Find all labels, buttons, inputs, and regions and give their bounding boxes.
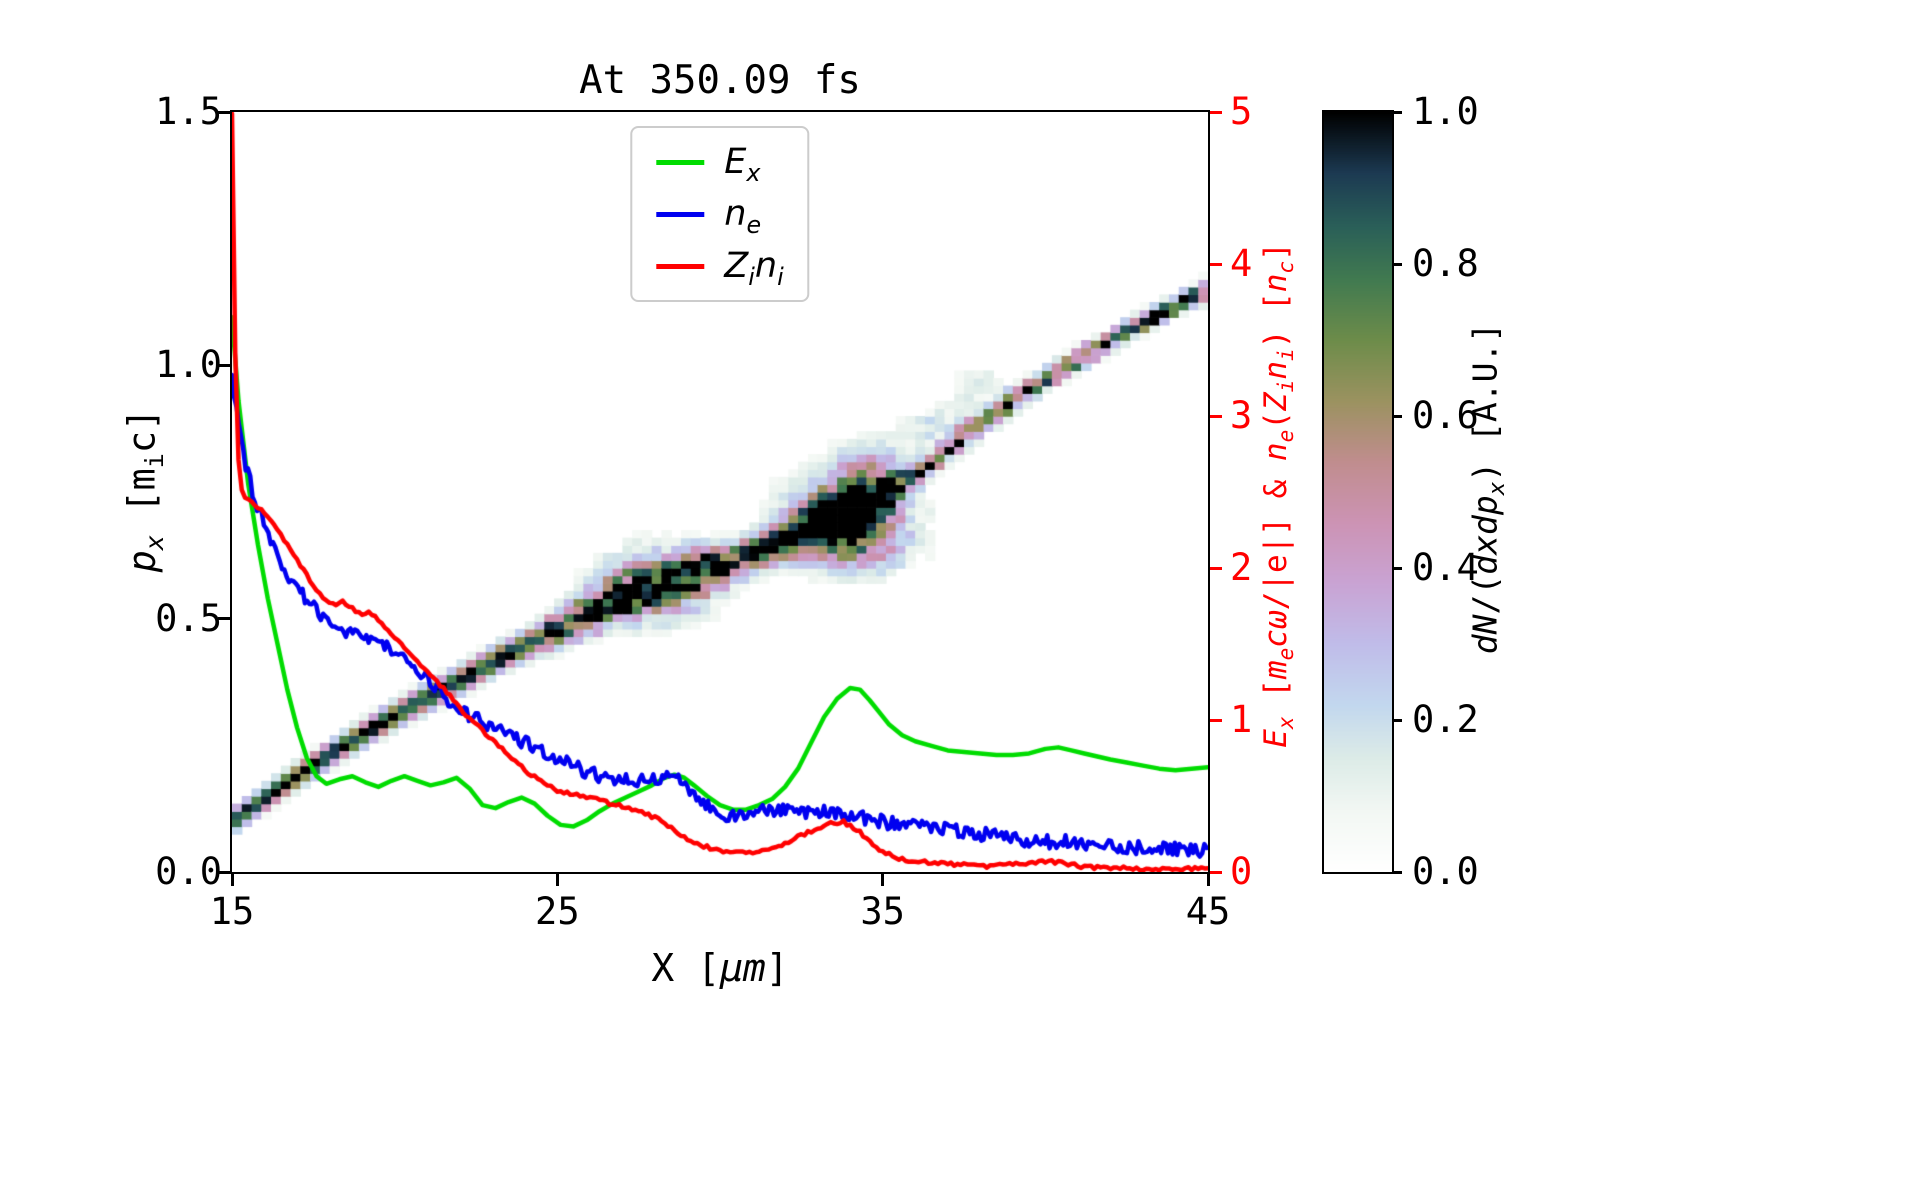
x-tick-label: 35 <box>860 890 905 933</box>
chart-title: At 350.09 fs <box>579 58 861 103</box>
y-axis-right-label: Ex [mecω/|e|] & ne(Zini) [nc] <box>1258 242 1299 748</box>
y-right-tick-label: 3 <box>1230 394 1253 437</box>
y-right-tick-mark <box>1210 718 1222 722</box>
y-right-tick-label: 2 <box>1230 546 1253 589</box>
y-right-tick-mark <box>1210 870 1222 874</box>
colorbar-tick-mark <box>1392 870 1402 874</box>
plot-area: Ex ne Zini <box>230 110 1210 874</box>
legend-label-zini: Zini <box>724 246 784 291</box>
y-right-tick-mark <box>1210 110 1222 114</box>
x-tick-label: 45 <box>1185 890 1231 933</box>
x-tick-mark <box>881 874 885 886</box>
colorbar-tick-label: 0.2 <box>1412 698 1479 741</box>
legend-label-ex: Ex <box>724 142 761 187</box>
y-right-tick-label: 1 <box>1230 698 1253 741</box>
y-left-tick-mark <box>218 110 230 114</box>
legend: Ex ne Zini <box>630 126 810 302</box>
y-left-tick-label: 0.5 <box>155 596 222 640</box>
y-right-tick-mark <box>1210 414 1222 418</box>
legend-entry-ex: Ex <box>656 142 783 187</box>
colorbar <box>1322 110 1394 874</box>
x-tick-label: 25 <box>535 890 580 933</box>
x-tick-label: 15 <box>209 890 255 933</box>
colorbar-tick-mark <box>1392 110 1402 114</box>
y-right-tick-label: 0 <box>1230 850 1253 893</box>
y-right-tick-label: 5 <box>1230 90 1253 133</box>
colorbar-tick-mark <box>1392 262 1402 266</box>
x-tick-mark <box>555 874 559 886</box>
colorbar-tick-label: 0.4 <box>1412 546 1479 589</box>
legend-entry-zini: Zini <box>656 246 784 291</box>
x-tick-mark <box>1206 874 1210 886</box>
y-left-tick-label: 1.5 <box>155 90 222 133</box>
colorbar-tick-mark <box>1392 414 1402 418</box>
colorbar-gradient-canvas <box>1324 112 1392 872</box>
y-left-tick-label: 1.0 <box>155 343 222 387</box>
colorbar-tick-label: 0.6 <box>1412 394 1479 437</box>
y-right-tick-mark <box>1210 566 1222 570</box>
x-tick-mark <box>230 874 234 886</box>
y-right-tick-label: 4 <box>1230 242 1253 285</box>
legend-line-swatch-zini <box>656 263 705 269</box>
colorbar-tick-label: 0.0 <box>1412 850 1479 893</box>
colorbar-tick-mark <box>1392 566 1402 570</box>
legend-line-swatch-ex <box>656 159 705 165</box>
legend-line-swatch-ne <box>656 211 705 217</box>
y-left-tick-mark <box>218 870 230 874</box>
legend-entry-ne: ne <box>656 194 783 239</box>
x-axis-label: X [μm] <box>651 946 789 990</box>
y-left-tick-mark <box>218 363 230 367</box>
y-right-tick-mark <box>1210 262 1222 266</box>
colorbar-tick-label: 1.0 <box>1412 90 1479 133</box>
y-axis-left-label: px [mic] <box>120 408 169 573</box>
legend-label-ne: ne <box>724 194 762 239</box>
colorbar-tick-mark <box>1392 718 1402 722</box>
y-left-tick-label: 0.0 <box>155 850 222 893</box>
colorbar-tick-label: 0.8 <box>1412 242 1479 285</box>
y-left-tick-mark <box>218 617 230 621</box>
